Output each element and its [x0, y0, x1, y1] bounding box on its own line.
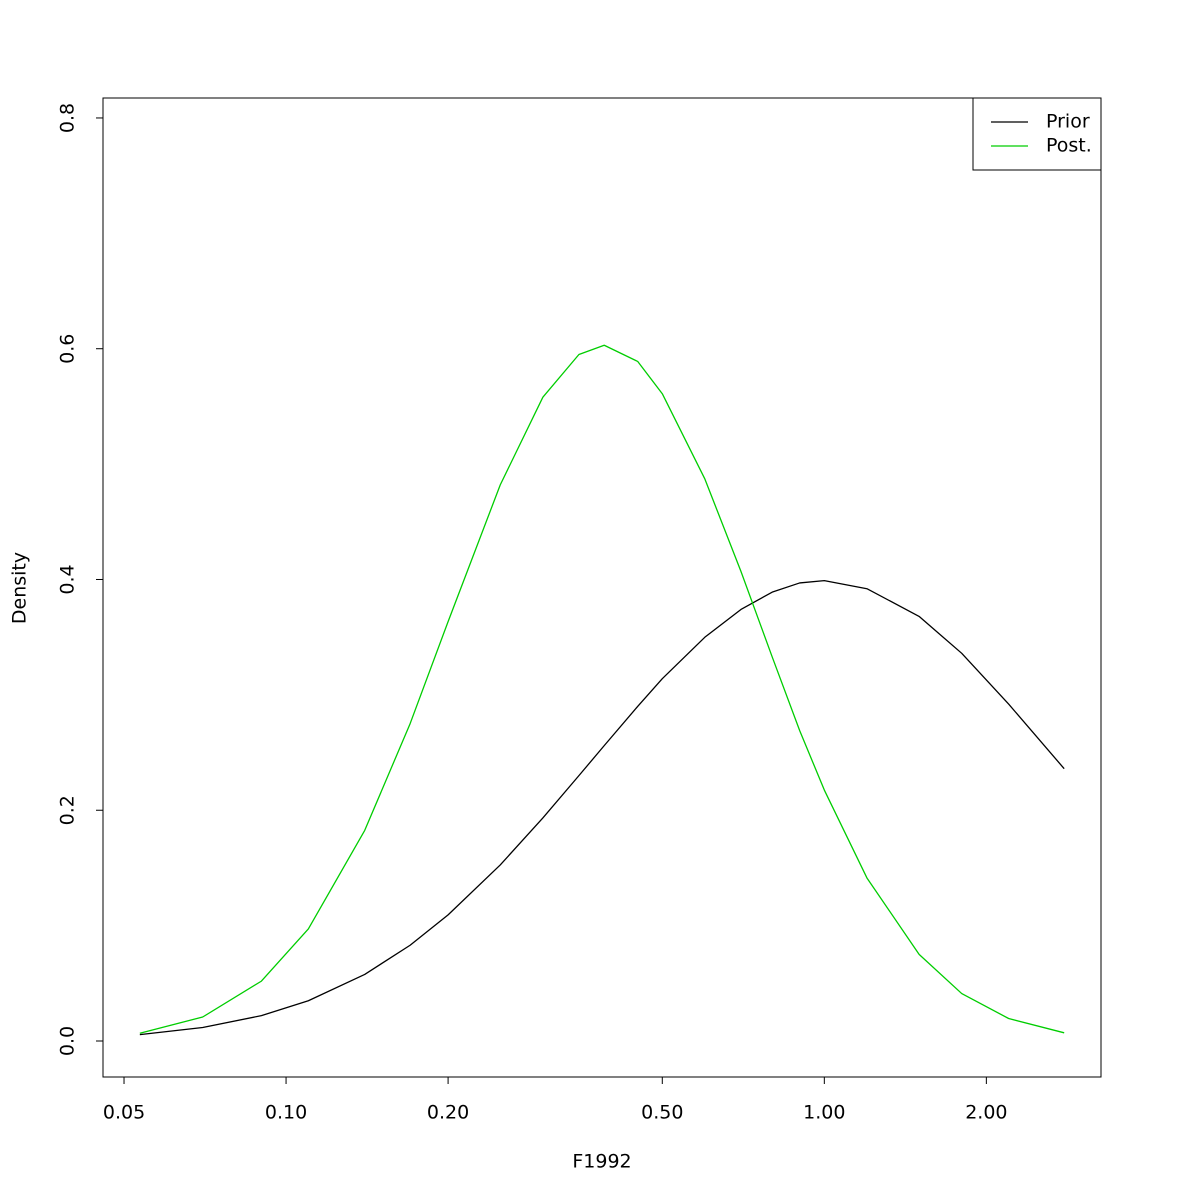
series-line — [139, 579, 1065, 1036]
x-tick-label: 0.20 — [427, 1102, 469, 1124]
x-tick-label: 0.50 — [641, 1102, 683, 1124]
legend-label: Post. — [1046, 135, 1092, 157]
x-axis-label: F1992 — [572, 1151, 631, 1173]
series-line — [139, 344, 1065, 1034]
x-tick-label: 0.05 — [103, 1102, 145, 1124]
y-tick-label: 0.8 — [57, 103, 79, 133]
y-tick-label: 0.4 — [57, 564, 79, 594]
plot-frame — [102, 97, 1102, 1078]
y-tick-label: 0.2 — [57, 795, 79, 825]
legend-label: Prior — [1046, 111, 1090, 133]
y-tick-label: 0.6 — [57, 334, 79, 364]
x-tick-label: 1.00 — [803, 1102, 845, 1124]
x-tick-label: 2.00 — [965, 1102, 1007, 1124]
y-axis-label: Density — [9, 552, 31, 624]
x-tick-label: 0.10 — [265, 1102, 307, 1124]
y-tick-label: 0.0 — [57, 1026, 79, 1056]
legend-box — [972, 97, 1102, 171]
